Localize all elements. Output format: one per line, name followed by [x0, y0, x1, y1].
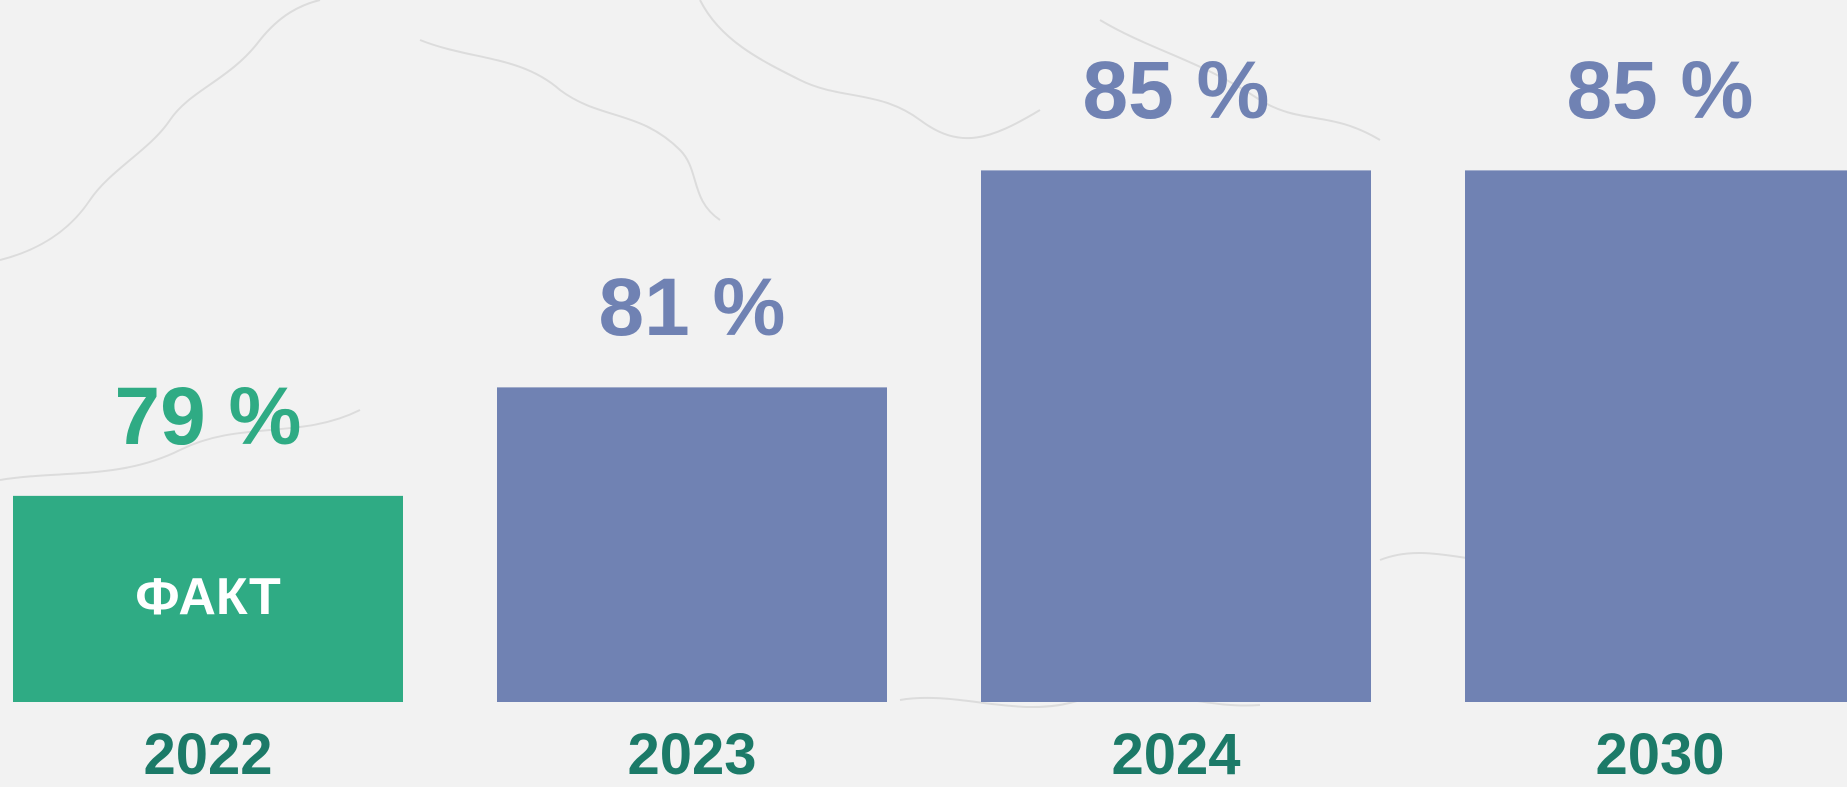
value-label-2022: 79 %	[114, 370, 302, 462]
value-label-2030: 85 %	[1566, 45, 1754, 137]
category-label-2030: 2030	[1595, 722, 1725, 787]
bar-2022	[13, 495, 403, 702]
bar-2024	[981, 170, 1371, 702]
value-label-2023: 81 %	[598, 262, 786, 354]
category-label-2024: 2024	[1111, 722, 1241, 787]
category-label-2023: 2023	[627, 722, 757, 787]
bar-text-2022: ФАКТ	[135, 567, 281, 626]
value-label-2024: 85 %	[1082, 45, 1270, 137]
bar-2023	[497, 387, 887, 702]
category-label-2022: 2022	[143, 722, 273, 787]
bar-2030	[1465, 170, 1847, 702]
